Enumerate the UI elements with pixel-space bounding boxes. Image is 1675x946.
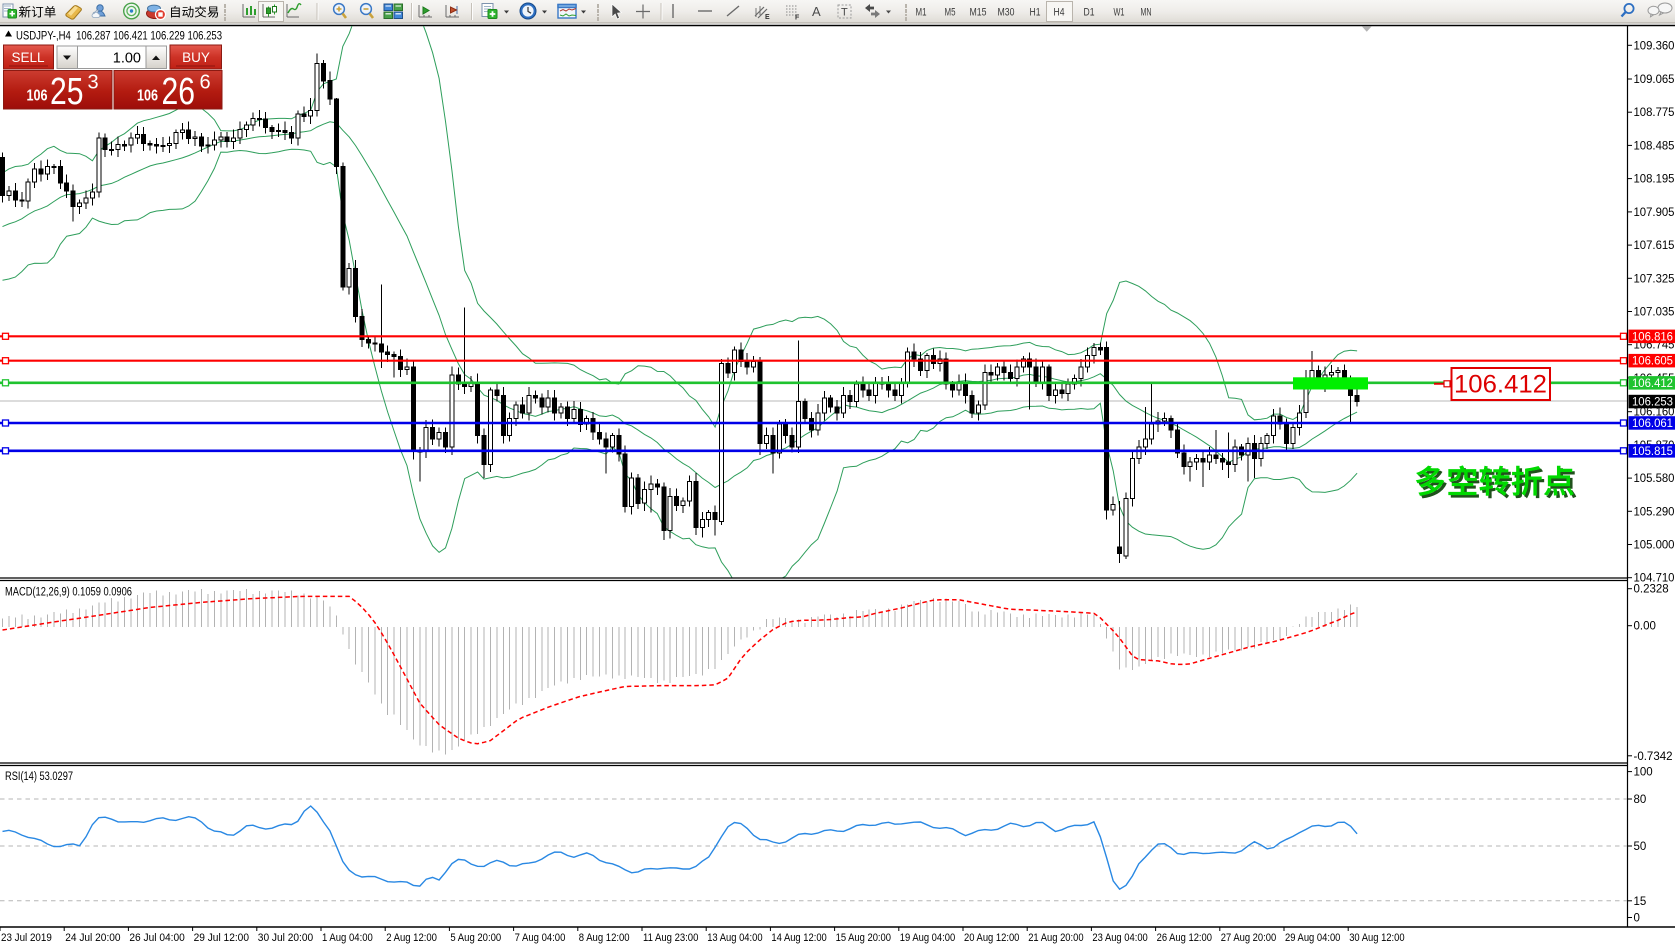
svg-text:100: 100 (1634, 767, 1653, 779)
svg-text:106.160: 106.160 (1634, 407, 1675, 419)
svg-text:106.412: 106.412 (1454, 371, 1547, 399)
svg-text:106.253: 106.253 (1632, 397, 1673, 409)
svg-text:106: 106 (137, 88, 158, 105)
svg-text:106.816: 106.816 (1632, 331, 1673, 343)
svg-text:108.775: 108.775 (1634, 107, 1675, 119)
svg-text:2 Aug 12:00: 2 Aug 12:00 (386, 932, 437, 944)
svg-text:3: 3 (88, 72, 99, 94)
svg-text:M5: M5 (945, 7, 956, 19)
svg-text:108.195: 108.195 (1634, 174, 1675, 186)
svg-text:MACD(12,26,9) 0.1059 0.0906: MACD(12,26,9) 0.1059 0.0906 (5, 587, 132, 599)
svg-text:108.485: 108.485 (1634, 140, 1675, 152)
svg-text:H1: H1 (1030, 7, 1041, 19)
svg-text:F: F (795, 15, 800, 22)
svg-text:23 Aug 04:00: 23 Aug 04:00 (1092, 932, 1147, 944)
svg-text:15: 15 (1634, 896, 1647, 908)
svg-text:26: 26 (162, 71, 196, 113)
svg-text:8 Aug 12:00: 8 Aug 12:00 (579, 932, 630, 944)
svg-text:106.061: 106.061 (1632, 418, 1673, 430)
svg-text:107.325: 107.325 (1634, 273, 1675, 285)
svg-text:6: 6 (200, 72, 211, 94)
svg-text:RSI(14) 53.0297: RSI(14) 53.0297 (5, 771, 73, 783)
svg-text:W1: W1 (1114, 7, 1125, 19)
svg-text:0.2328: 0.2328 (1634, 584, 1669, 596)
svg-text:29 Aug 04:00: 29 Aug 04:00 (1285, 932, 1340, 944)
svg-text:30 Jul 20:00: 30 Jul 20:00 (258, 932, 313, 944)
svg-text:M15: M15 (970, 7, 987, 19)
svg-text:24 Jul 20:00: 24 Jul 20:00 (65, 932, 120, 944)
svg-text:21 Aug 20:00: 21 Aug 20:00 (1028, 932, 1083, 944)
svg-text:23 Jul 2019: 23 Jul 2019 (1, 932, 52, 944)
svg-text:USDJPY-,H4 106.287 106.421 10: USDJPY-,H4 106.287 106.421 106.229 106.2… (16, 31, 222, 43)
svg-text:15 Aug 20:00: 15 Aug 20:00 (836, 932, 891, 944)
svg-text:26 Jul 04:00: 26 Jul 04:00 (129, 932, 184, 944)
svg-text:5 Aug 20:00: 5 Aug 20:00 (450, 932, 501, 944)
svg-text:11 Aug 23:00: 11 Aug 23:00 (643, 932, 698, 944)
svg-text:1 Aug 04:00: 1 Aug 04:00 (322, 932, 373, 944)
svg-text:13 Aug 04:00: 13 Aug 04:00 (707, 932, 762, 944)
svg-text:109.065: 109.065 (1634, 74, 1675, 86)
svg-text:0: 0 (1634, 913, 1640, 925)
svg-text:26 Aug 12:00: 26 Aug 12:00 (1157, 932, 1212, 944)
svg-text:M30: M30 (998, 7, 1015, 19)
svg-text:25: 25 (50, 71, 84, 113)
svg-text:50: 50 (1634, 841, 1647, 853)
svg-text:-0.7342: -0.7342 (1634, 751, 1673, 763)
svg-text:D1: D1 (1084, 7, 1095, 19)
svg-text:107.035: 107.035 (1634, 307, 1675, 319)
svg-text:105.815: 105.815 (1632, 446, 1673, 458)
svg-text:0.00: 0.00 (1634, 621, 1656, 633)
svg-text:107.905: 107.905 (1634, 207, 1675, 219)
svg-text:BUY: BUY (182, 50, 210, 65)
svg-text:107.615: 107.615 (1634, 240, 1675, 252)
svg-text:27 Aug 20:00: 27 Aug 20:00 (1221, 932, 1276, 944)
svg-text:30 Aug 12:00: 30 Aug 12:00 (1349, 932, 1404, 944)
svg-text:14 Aug 12:00: 14 Aug 12:00 (771, 932, 826, 944)
svg-text:20 Aug 12:00: 20 Aug 12:00 (964, 932, 1019, 944)
svg-text:A: A (812, 4, 821, 19)
svg-text:109.360: 109.360 (1634, 40, 1675, 52)
svg-text:29 Jul 12:00: 29 Jul 12:00 (194, 932, 249, 944)
svg-text:105.000: 105.000 (1634, 540, 1675, 552)
svg-text:H4: H4 (1054, 7, 1065, 19)
svg-text:19 Aug 04:00: 19 Aug 04:00 (900, 932, 955, 944)
svg-text:E: E (765, 14, 770, 21)
svg-text:105.290: 105.290 (1634, 506, 1675, 518)
svg-text:SELL: SELL (11, 50, 45, 65)
svg-text:T: T (841, 7, 848, 19)
svg-text:1.00: 1.00 (113, 51, 141, 67)
svg-text:M1: M1 (916, 7, 927, 19)
svg-text:7 Aug 04:00: 7 Aug 04:00 (515, 932, 566, 944)
svg-text:106.605: 106.605 (1632, 356, 1673, 368)
svg-text:104.710: 104.710 (1634, 573, 1675, 585)
svg-text:106: 106 (27, 88, 48, 105)
svg-text:MN: MN (1141, 7, 1152, 19)
svg-text:106.412: 106.412 (1632, 378, 1673, 390)
svg-text:105.580: 105.580 (1634, 473, 1675, 485)
svg-text:80: 80 (1634, 794, 1647, 806)
